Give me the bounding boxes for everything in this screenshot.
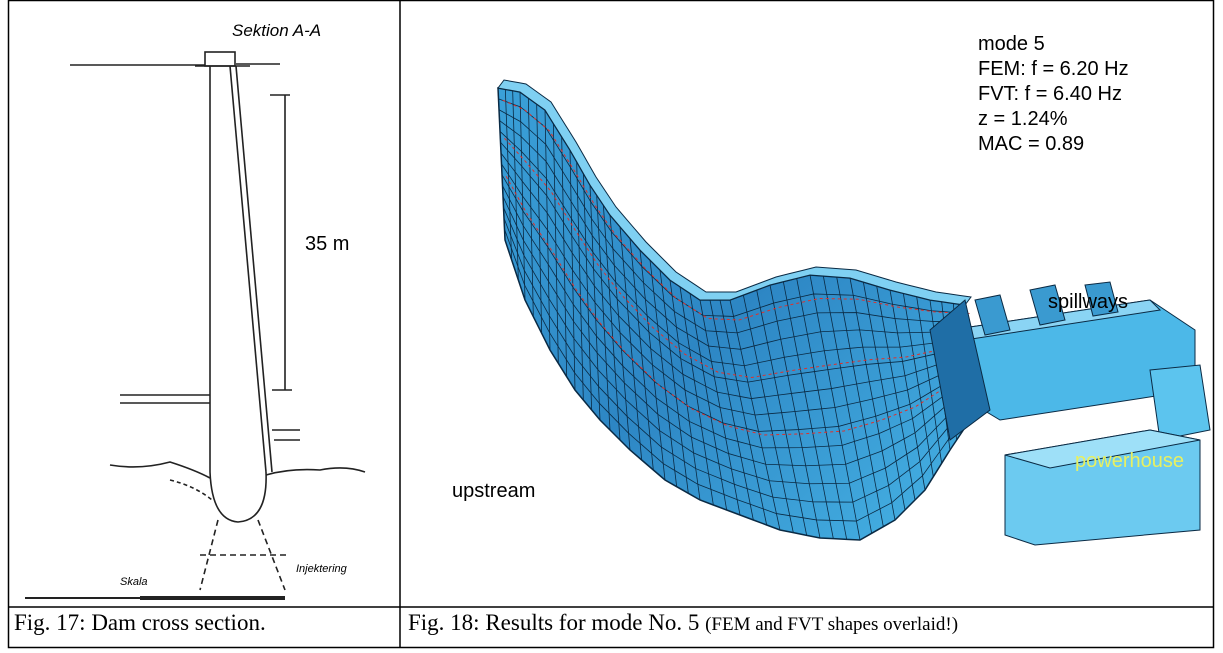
caption: Fig. 18: Results for mode No. 5 (FEM and… <box>408 610 958 636</box>
spillway-structure <box>930 282 1210 545</box>
info-line: FEM: f = 6.20 Hz <box>978 58 1129 80</box>
caption-text: Fig. 18: Results for mode No. 5 <box>408 610 699 635</box>
upstream-label: upstream <box>452 480 535 502</box>
drawing-title: Sektion A-A <box>232 21 321 40</box>
dimension-label: 35 m <box>305 233 349 255</box>
info-line: FVT: f = 6.40 Hz <box>978 83 1122 105</box>
figure-table: Sektion A-A 35 m Injektering Skala mode … <box>0 0 1223 653</box>
page: Sektion A-A 35 m Injektering Skala mode … <box>0 0 1223 653</box>
dam-mesh <box>498 80 972 540</box>
spillways-label: spillways <box>1048 291 1128 313</box>
caption: Fig. 17: Dam cross section. <box>14 610 266 636</box>
drawing-note: Injektering <box>296 563 348 575</box>
powerhouse-label: powerhouse <box>1075 450 1184 472</box>
scale-label: Skala <box>120 576 148 588</box>
caption-note: (FEM and FVT shapes overlaid!) <box>705 614 958 635</box>
mode-info: mode 5 FEM: f = 6.20 Hz FVT: f = 6.40 Hz… <box>978 33 1129 155</box>
info-line: MAC = 0.89 <box>978 133 1084 155</box>
info-line: z = 1.24% <box>978 108 1068 130</box>
info-line: mode 5 <box>978 33 1045 55</box>
cross-section-drawing <box>25 52 365 598</box>
